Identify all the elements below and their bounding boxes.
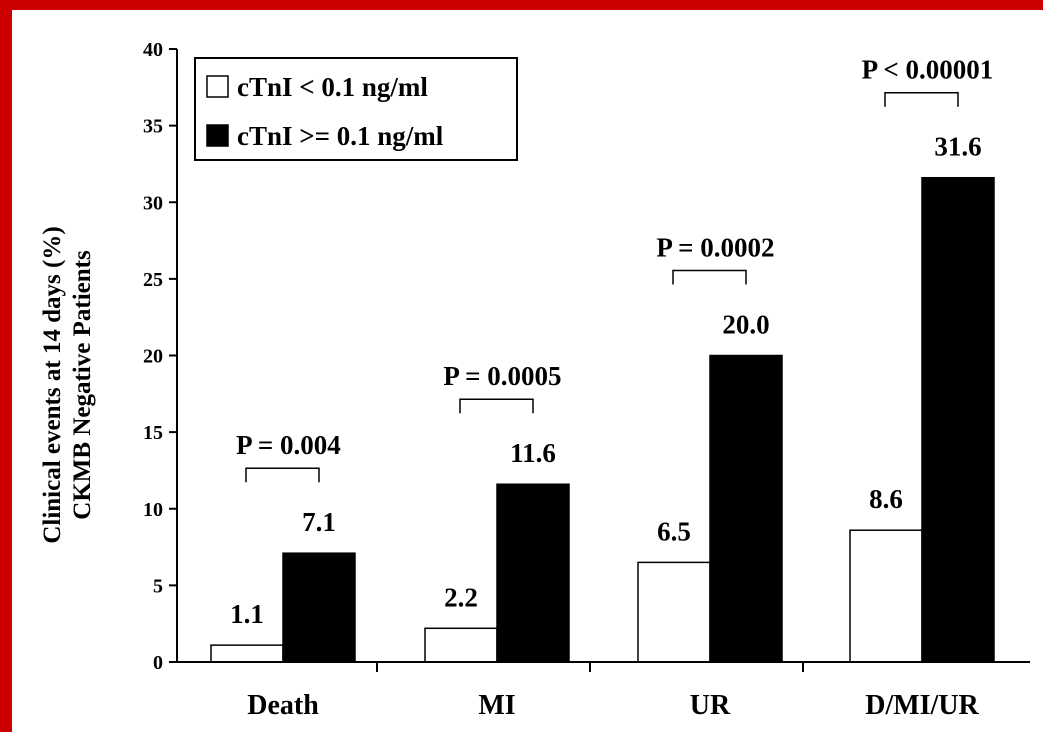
y-axis: 0 5 10 15 20 25 30 35 40 [143,39,178,674]
data-label: 31.6 [934,132,981,162]
y-tick-label: 10 [143,499,163,521]
x-category-label: D/MI/UR [865,690,979,721]
y-axis-label-secondary: CKMB Negative Patients [69,250,96,520]
x-category-label: Death [247,690,319,721]
bar [709,354,783,663]
y-axis-title: Clinical events at 14 days (%) CKMB Nega… [39,226,96,543]
legend-box [194,57,518,161]
y-tick-label: 30 [143,192,163,214]
x-category-label: UR [690,690,731,721]
y-tick-label: 35 [143,116,163,138]
bar [637,561,711,663]
y-tick-label: 20 [143,346,163,368]
bars [210,176,995,663]
y-tick-label: 15 [143,422,163,444]
data-labels: 1.1 7.1 2.2 11.6 6.5 20.0 8.6 31.6 [230,132,982,629]
y-tick-label: 25 [143,269,163,291]
y-tick-label: 0 [153,652,163,674]
bar [424,627,498,663]
legend-label-high: cTnI >= 0.1 ng/ml [237,121,444,151]
p-value-label: P = 0.0002 [656,233,774,263]
p-value-bracket [459,398,534,414]
p-value-bracket [884,91,959,107]
bar [496,483,570,663]
bar [921,176,995,663]
bar-chart: 0 5 10 15 20 25 30 35 40 1.1 7.1 2.2 11.6 6.5 20.0 8.6… [39,39,1030,721]
p-value-bracket [245,467,320,483]
legend-label-low: cTnI < 0.1 ng/ml [237,72,428,102]
x-axis: Death MI UR D/MI/UR [177,661,1030,721]
data-label: 2.2 [444,582,478,612]
bar [282,552,356,663]
bar [849,529,923,663]
data-label: 11.6 [510,438,556,468]
y-axis-label: Clinical events at 14 days (%) [39,226,66,543]
data-label: 20.0 [722,310,769,340]
x-category-label: MI [478,690,515,721]
p-value-label: P = 0.004 [236,430,341,460]
y-tick-label: 5 [153,575,163,597]
data-label: 6.5 [657,516,691,546]
legend-swatch-black [206,124,229,147]
p-value-annotations: P = 0.004 P = 0.0005 P = 0.0002 P < 0.00001 [236,55,994,483]
legend-swatch-white [206,75,229,98]
chart-frame: 0 5 10 15 20 25 30 35 40 1.1 7.1 2.2 11.6 6.5 20.0 8.6… [12,10,1043,732]
data-label: 8.6 [869,484,903,514]
legend: cTnI < 0.1 ng/ml cTnI >= 0.1 ng/ml [194,57,518,161]
p-value-label: P = 0.0005 [443,361,561,391]
p-value-label: P < 0.00001 [862,55,994,85]
data-label: 7.1 [302,507,336,537]
data-label: 1.1 [230,599,264,629]
p-value-bracket [672,269,747,285]
bar [210,644,284,663]
y-tick-label: 40 [143,39,163,61]
